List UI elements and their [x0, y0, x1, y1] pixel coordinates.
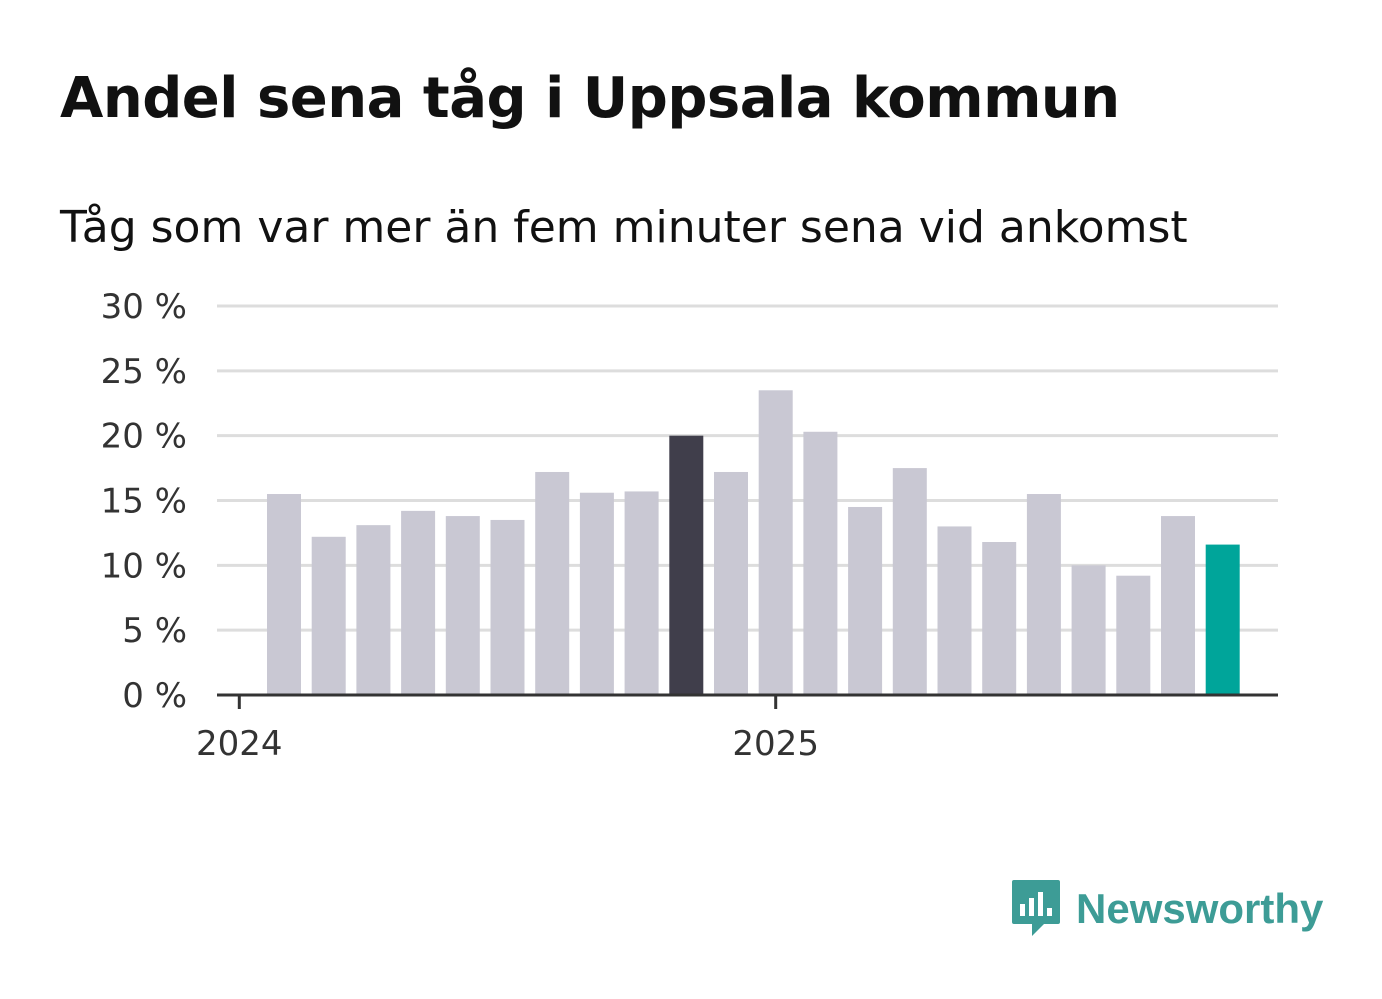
bar: [267, 494, 301, 695]
bar: [937, 526, 972, 695]
bar: [982, 541, 1017, 695]
y-tick-label: 15 %: [101, 482, 187, 522]
bar: [1026, 494, 1061, 695]
y-tick-label: 20 %: [101, 417, 187, 457]
x-axis: [217, 693, 1278, 709]
bar: [356, 525, 391, 695]
y-tick-label: 10 %: [101, 546, 187, 586]
bar: [1161, 516, 1195, 695]
brand-logo: Newsworthy: [1010, 878, 1323, 940]
y-tick-label: 25 %: [101, 352, 187, 392]
bar: [1205, 544, 1240, 695]
bar: [803, 431, 838, 695]
bar: [535, 471, 570, 695]
bar: [758, 390, 793, 695]
y-tick-label: 0 %: [122, 676, 187, 716]
y-tick-label: 30 %: [101, 287, 187, 327]
bar: [1071, 565, 1106, 695]
bar: [848, 506, 883, 695]
x-tick-label: 2025: [732, 724, 819, 764]
bar: [1116, 575, 1151, 695]
bar: [579, 492, 614, 695]
chart-title: Andel sena tåg i Uppsala kommun: [60, 66, 1120, 131]
chart-subtitle: Tåg som var mer än fem minuter sena vid …: [60, 202, 1188, 253]
brand-name: Newsworthy: [1076, 885, 1324, 932]
bar: [624, 491, 659, 695]
y-tick-label: 5 %: [122, 611, 187, 651]
bar: [714, 471, 748, 695]
x-tick-label: 2024: [196, 724, 283, 764]
axis-labels: 0 % 5 % 10 % 15 % 20 % 25 % 30 % 2024 2025: [101, 287, 819, 764]
bar: [892, 468, 927, 695]
bar: [669, 435, 704, 695]
bar: [401, 510, 436, 695]
bars: [267, 390, 1240, 695]
bar: [311, 536, 346, 695]
bar: [490, 519, 525, 695]
bar: [445, 516, 480, 695]
newsworthy-logo-icon: [1012, 880, 1060, 936]
